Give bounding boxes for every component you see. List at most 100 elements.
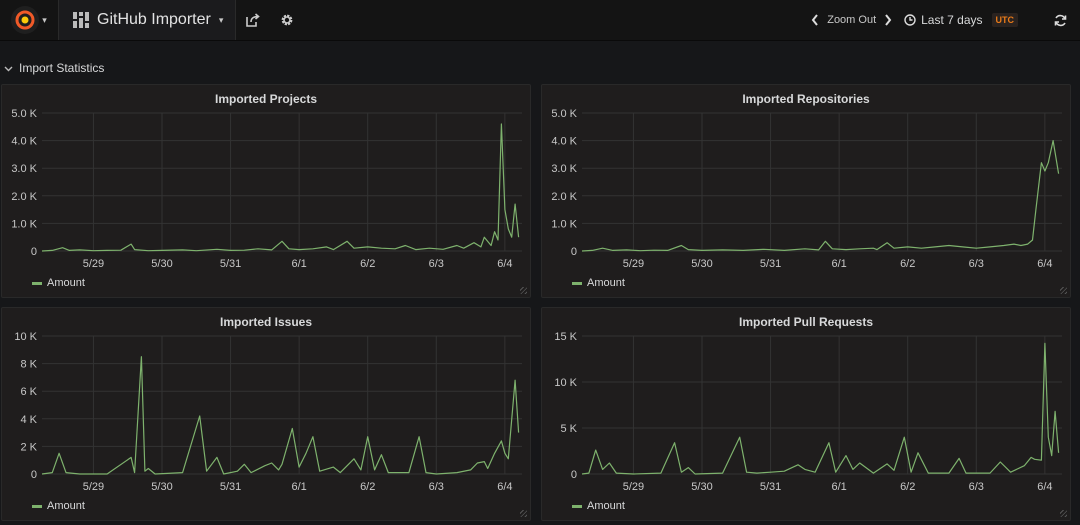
x-tick-label: 6/1 [291,258,306,270]
top-navbar: ▾ GitHub Importer ▾ Zoom Out [0,0,1080,41]
line-chart: 0 2 K 4 K 6 K 8 K 10 K 5/29 5/30 5/31 6/1 6/2 6/3 6/… [14,331,522,493]
x-tick-label: 6/3 [429,481,444,493]
series-line-amount [581,342,1060,475]
time-range-label: Last 7 days [921,13,983,27]
panel-imported-projects[interactable]: Imported Projects 0 1.0 K 2.0 K 3.0 K 4.0 K 5… [1,84,531,298]
grafana-menu-button[interactable]: ▾ [0,0,59,40]
resize-handle[interactable] [1060,287,1067,294]
y-tick-label: 0 [31,246,37,258]
resize-handle[interactable] [520,287,527,294]
panel-imported-issues[interactable]: Imported Issues 0 2 K 4 K 6 K 8 K 10 K 5/29 5/3… [1,307,531,521]
panel-title[interactable]: Imported Repositories [742,92,870,106]
panel-title[interactable]: Imported Pull Requests [738,315,874,329]
legend-swatch [572,281,582,285]
refresh-button[interactable] [1040,0,1080,40]
x-tick-label: 5/30 [691,481,712,493]
y-tick-label: 0 [571,246,577,258]
panel-imported-repositories[interactable]: Imported Repositories 0 1.0 K 2.0 K 3.0 K 4.… [541,84,1071,298]
legend-label: Amount [587,277,625,289]
x-tick-label: 5/31 [760,258,781,270]
series-line-amount [41,123,520,252]
legend-item[interactable]: Amount [572,500,625,512]
y-tick-label: 0 [31,469,37,481]
zoom-out-button[interactable]: Zoom Out [827,14,877,26]
y-tick-label: 5.0 K [11,108,37,120]
y-tick-label: 5.0 K [551,108,577,120]
series-line-amount [41,356,520,475]
panel-imported-pull-requests[interactable]: Imported Pull Requests 0 5 K 10 K 15 K 5/29 5… [541,307,1071,521]
y-tick-label: 6 K [20,386,37,398]
x-tick-label: 6/2 [360,481,375,493]
row-title: Import Statistics [19,61,105,75]
y-tick-label: 1.0 K [551,218,577,230]
x-tick-label: 5/30 [151,481,172,493]
y-tick-label: 4 K [20,414,37,426]
y-tick-label: 0 [571,469,577,481]
x-tick-label: 5/30 [691,258,712,270]
x-tick-label: 6/1 [291,481,306,493]
y-tick-label: 3.0 K [551,163,577,175]
panel-title[interactable]: Imported Projects [214,92,318,106]
legend-swatch [32,281,42,285]
dashboard-grid-icon [73,12,89,28]
caret-down-icon: ▾ [42,14,47,25]
legend-item[interactable]: Amount [32,500,85,512]
x-tick-label: 5/30 [151,258,172,270]
panel-title[interactable]: Imported Issues [219,315,313,329]
refresh-icon [1054,14,1066,26]
y-tick-label: 4.0 K [11,136,37,148]
time-range-picker[interactable]: Last 7 days UTC [904,13,1018,27]
x-tick-label: 6/2 [900,481,915,493]
resize-handle[interactable] [520,510,527,517]
y-tick-label: 3.0 K [11,163,37,175]
y-tick-label: 2 K [20,441,37,453]
chevron-left-icon[interactable] [811,14,819,26]
x-tick-label: 5/31 [220,481,241,493]
x-tick-label: 6/3 [969,481,984,493]
x-tick-label: 5/29 [623,258,644,270]
x-tick-label: 5/29 [83,258,104,270]
line-chart: 0 1.0 K 2.0 K 3.0 K 4.0 K 5.0 K 5/29 5/30 5/31 6/… [551,108,1062,270]
x-tick-label: 6/4 [497,258,512,270]
chevron-down-icon [4,66,13,71]
x-tick-label: 6/1 [831,258,846,270]
row-header-toggle[interactable]: Import Statistics [0,58,104,78]
series-line-amount [581,139,1060,252]
line-chart: 0 5 K 10 K 15 K 5/29 5/30 5/31 6/1 6/2 6/3 6/4 [554,331,1062,493]
dashboard-picker[interactable]: GitHub Importer ▾ [59,0,237,40]
y-tick-label: 10 K [554,377,577,389]
share-button[interactable] [236,0,270,40]
settings-button[interactable] [270,0,304,40]
legend-item[interactable]: Amount [32,277,85,289]
settings-gear-icon [281,14,293,26]
x-tick-label: 6/4 [1037,258,1052,270]
legend-swatch [32,504,42,508]
y-tick-label: 8 K [20,359,37,371]
clock-icon [904,14,916,26]
y-tick-label: 2.0 K [11,191,37,203]
share-icon [246,13,261,27]
y-tick-label: 5 K [560,423,577,435]
zoom-controls: Zoom Out [811,14,892,26]
grafana-logo-icon [11,6,40,34]
legend-swatch [572,504,582,508]
x-tick-label: 6/3 [429,258,444,270]
chevron-right-icon[interactable] [884,14,892,26]
timezone-badge: UTC [991,13,1018,27]
chevron-down-icon: ▾ [218,14,224,25]
legend-item[interactable]: Amount [572,277,625,289]
x-tick-label: 6/2 [360,258,375,270]
x-tick-label: 6/4 [1037,481,1052,493]
navbar-right: Zoom Out Last 7 days UTC [811,0,1080,40]
x-tick-label: 5/31 [760,481,781,493]
line-chart: 0 1.0 K 2.0 K 3.0 K 4.0 K 5.0 K 5/29 5/30 5/31 6/… [11,108,522,270]
legend-label: Amount [47,277,85,289]
legend-label: Amount [47,500,85,512]
x-tick-label: 5/29 [623,481,644,493]
legend-label: Amount [587,500,625,512]
y-tick-label: 15 K [554,331,577,343]
resize-handle[interactable] [1060,510,1067,517]
y-tick-label: 4.0 K [551,136,577,148]
y-tick-label: 1.0 K [11,218,37,230]
x-tick-label: 6/4 [497,481,512,493]
